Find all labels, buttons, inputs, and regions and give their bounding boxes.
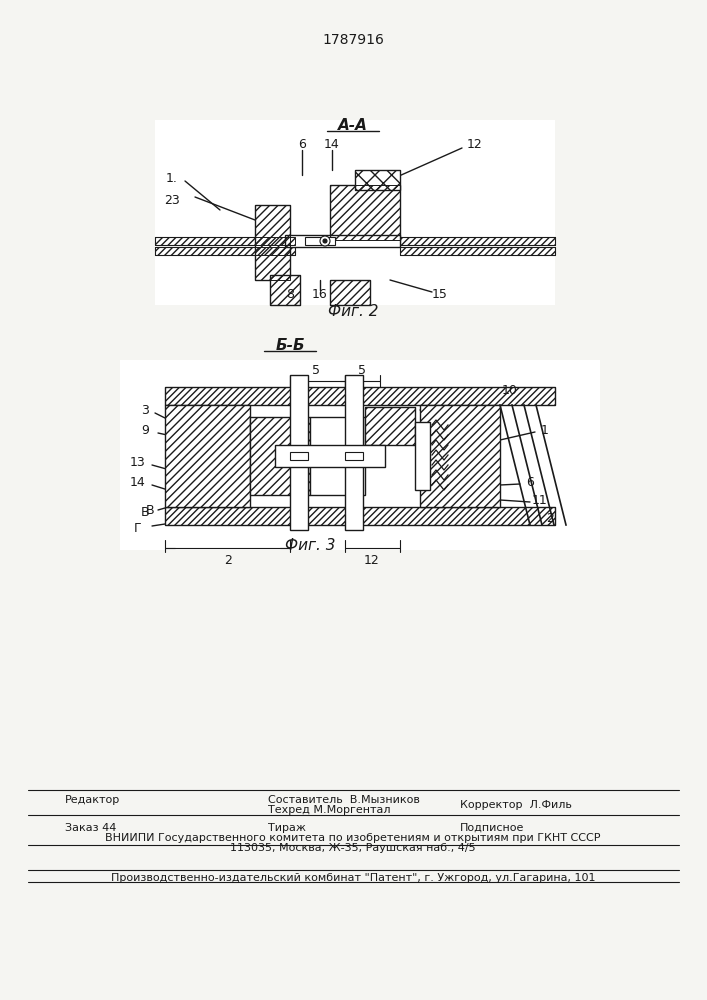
Text: В: В (146, 504, 154, 516)
Text: 16: 16 (312, 288, 328, 302)
Bar (165, 405, 250, 507)
Text: 9: 9 (141, 424, 149, 436)
Text: 6: 6 (298, 138, 306, 151)
Text: Редактор: Редактор (65, 795, 120, 805)
Text: Производственно-издательский комбинат "Патент", г. Ужгород, ул.Гагарина, 101: Производственно-издательский комбинат "П… (111, 873, 595, 883)
Bar (330, 280, 370, 305)
Text: 6: 6 (526, 476, 534, 488)
Bar (165, 387, 555, 405)
Bar (270, 275, 300, 305)
Bar (290, 452, 308, 460)
Bar (305, 237, 335, 245)
Bar (400, 237, 555, 245)
Text: 1.: 1. (166, 172, 178, 184)
Text: 2: 2 (546, 512, 554, 524)
Bar (400, 247, 555, 255)
Text: 13: 13 (130, 456, 146, 468)
Text: Г: Г (134, 522, 142, 534)
Bar (310, 417, 365, 495)
Bar (400, 237, 555, 245)
Text: Заказ 44: Заказ 44 (65, 823, 117, 833)
Text: 8: 8 (286, 288, 294, 302)
Bar (165, 507, 555, 525)
Text: 1: 1 (541, 424, 549, 436)
Bar (365, 407, 415, 445)
Bar (165, 405, 250, 507)
Bar (400, 247, 555, 255)
Bar (120, 360, 600, 550)
Circle shape (320, 236, 330, 246)
Bar (155, 120, 555, 305)
Text: 14: 14 (130, 476, 146, 488)
Text: Корректор  Л.Филь: Корректор Л.Филь (460, 800, 572, 810)
Text: 5: 5 (358, 363, 366, 376)
Text: Фиг. 3: Фиг. 3 (285, 538, 335, 552)
Text: 14: 14 (324, 138, 340, 151)
Bar (155, 247, 295, 255)
Text: 1787916: 1787916 (322, 33, 384, 47)
Text: А-А: А-А (338, 117, 368, 132)
Bar (250, 417, 310, 495)
Text: Б-Б: Б-Б (275, 338, 305, 353)
Text: 5: 5 (312, 363, 320, 376)
Text: В: В (141, 506, 149, 518)
Bar (365, 407, 415, 445)
Bar (290, 375, 308, 530)
Text: 113035, Москва, Ж-35, Раушская наб., 4/5: 113035, Москва, Ж-35, Раушская наб., 4/5 (230, 843, 476, 853)
Bar (420, 405, 500, 507)
Bar (155, 237, 295, 245)
Text: 12: 12 (467, 138, 483, 151)
Text: 10: 10 (502, 383, 518, 396)
Text: 2: 2 (224, 554, 232, 566)
Bar (355, 170, 400, 190)
Bar (285, 235, 400, 247)
Bar (345, 452, 363, 460)
Bar (345, 375, 363, 530)
Bar (270, 275, 300, 305)
Text: 12: 12 (364, 554, 380, 566)
Bar (420, 405, 500, 507)
Text: Тираж: Тираж (268, 823, 306, 833)
Text: 11: 11 (532, 493, 548, 506)
Bar (165, 387, 555, 405)
Bar (330, 280, 370, 305)
Text: 15: 15 (432, 288, 448, 302)
Bar (255, 205, 290, 280)
Bar (165, 507, 555, 525)
Bar (255, 205, 290, 280)
Bar (155, 247, 295, 255)
Circle shape (323, 239, 327, 243)
Text: 23: 23 (164, 194, 180, 207)
Text: Подписное: Подписное (460, 823, 525, 833)
Bar (330, 185, 400, 240)
Bar (275, 445, 385, 467)
Bar (355, 170, 400, 190)
Bar (250, 417, 310, 495)
Text: Составитель  В.Мызников: Составитель В.Мызников (268, 795, 420, 805)
Text: Фиг. 2: Фиг. 2 (328, 304, 378, 320)
Bar (330, 185, 400, 240)
Text: ВНИИПИ Государственного комитета по изобретениям и открытиям при ГКНТ СССР: ВНИИПИ Государственного комитета по изоб… (105, 833, 601, 843)
Bar (415, 422, 430, 490)
Text: Техред М.Моргентал: Техред М.Моргентал (268, 805, 390, 815)
Text: 3: 3 (141, 403, 149, 416)
Bar (155, 237, 295, 245)
